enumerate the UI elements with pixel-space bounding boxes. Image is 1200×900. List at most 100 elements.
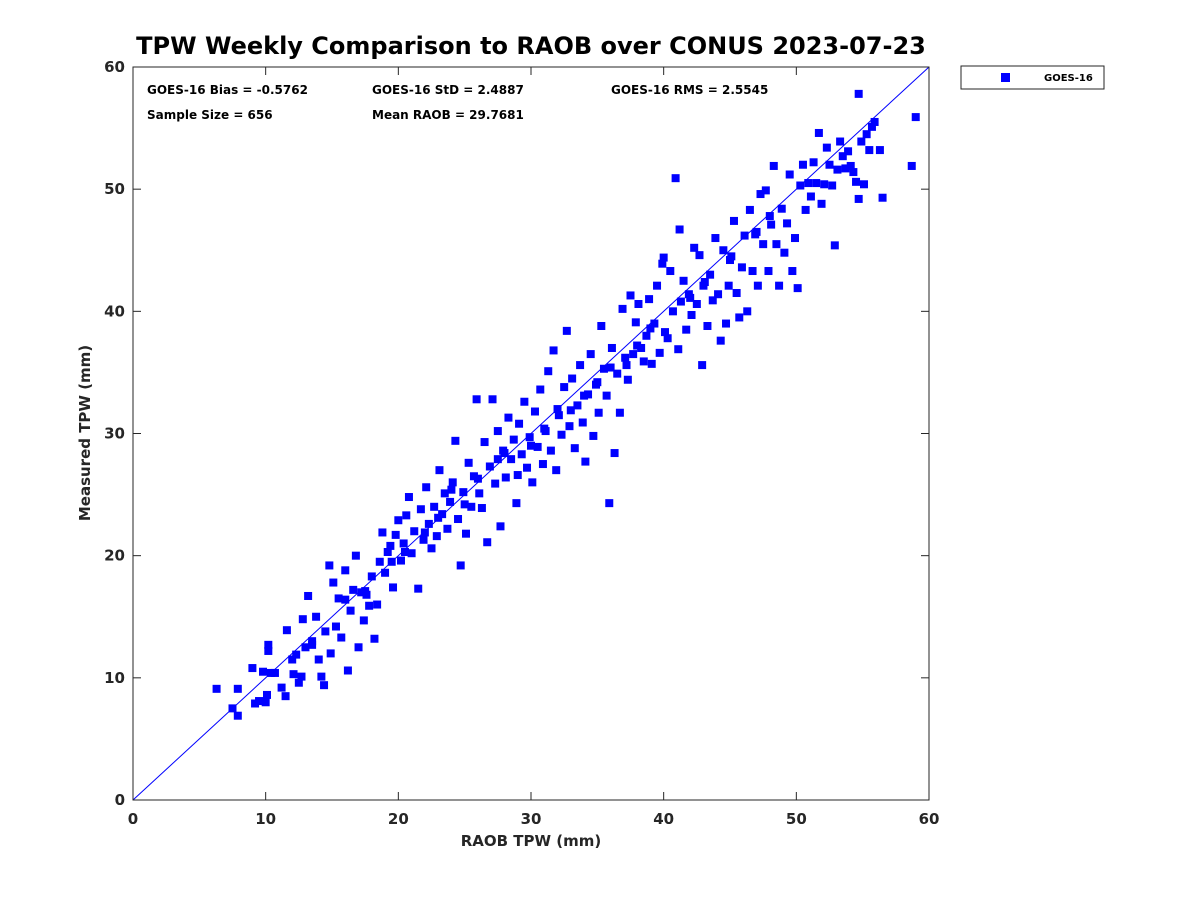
data-point-221 <box>833 165 842 174</box>
data-point-208 <box>798 160 807 169</box>
data-point-92 <box>491 479 500 488</box>
data-point-113 <box>546 446 555 455</box>
data-point-117 <box>557 430 566 439</box>
data-point-54 <box>389 583 398 592</box>
data-point-137 <box>610 449 619 458</box>
data-point-31 <box>326 649 335 658</box>
data-point-124 <box>576 361 585 370</box>
data-point-205 <box>791 234 800 243</box>
data-point-11 <box>264 640 273 649</box>
data-point-216 <box>820 180 829 189</box>
data-point-122 <box>570 444 579 453</box>
data-point-38 <box>346 606 355 615</box>
data-point-112 <box>544 367 553 376</box>
data-point-103 <box>520 397 529 406</box>
y-tick-label: 20 <box>104 547 125 565</box>
data-point-245 <box>447 485 456 494</box>
data-point-256 <box>752 227 761 236</box>
data-point-100 <box>512 499 521 508</box>
data-point-210 <box>804 179 813 188</box>
data-point-63 <box>414 584 423 593</box>
data-point-257 <box>493 455 502 464</box>
data-point-4 <box>248 664 257 673</box>
data-point-214 <box>814 128 823 137</box>
y-tick-label: 50 <box>104 180 125 198</box>
data-point-33 <box>331 622 340 631</box>
data-point-68 <box>427 544 436 553</box>
data-point-29 <box>321 627 330 636</box>
data-point-108 <box>533 442 542 451</box>
x-tick-label: 50 <box>786 810 807 828</box>
legend-marker-square-icon <box>1001 73 1010 82</box>
legend-box <box>960 65 1105 90</box>
data-point-102 <box>517 450 526 459</box>
data-point-154 <box>655 348 664 357</box>
data-point-74 <box>443 524 452 533</box>
data-point-228 <box>852 177 861 186</box>
data-point-222 <box>836 137 845 146</box>
data-point-163 <box>679 276 688 285</box>
data-point-148 <box>639 357 648 366</box>
data-point-193 <box>759 240 768 249</box>
data-point-189 <box>748 267 757 276</box>
data-point-231 <box>859 180 868 189</box>
data-point-185 <box>737 263 746 272</box>
data-point-56 <box>394 516 403 525</box>
data-point-232 <box>862 130 871 139</box>
data-point-182 <box>729 216 738 225</box>
data-point-227 <box>849 168 858 177</box>
data-point-192 <box>756 190 765 199</box>
data-point-160 <box>671 174 680 183</box>
data-point-200 <box>777 204 786 213</box>
data-point-66 <box>422 483 431 492</box>
data-point-223 <box>838 152 847 161</box>
data-point-78 <box>454 515 463 524</box>
data-point-184 <box>735 313 744 322</box>
data-point-119 <box>562 326 571 335</box>
data-point-48 <box>373 600 382 609</box>
data-point-172 <box>703 321 712 330</box>
data-point-167 <box>690 243 699 252</box>
data-point-247 <box>341 595 350 604</box>
data-point-170 <box>698 361 707 370</box>
data-point-101 <box>515 419 524 428</box>
data-point-61 <box>407 549 416 558</box>
data-point-104 <box>523 463 532 472</box>
data-point-110 <box>538 460 547 469</box>
data-point-240 <box>854 194 863 203</box>
data-point-159 <box>668 307 677 316</box>
data-point-118 <box>560 383 569 392</box>
data-point-254 <box>633 341 642 350</box>
data-point-266 <box>580 391 589 400</box>
data-point-136 <box>607 343 616 352</box>
data-point-35 <box>337 633 346 642</box>
data-point-219 <box>828 181 837 190</box>
legend-label: GOES-16 <box>1044 73 1093 84</box>
data-point-62 <box>410 527 419 536</box>
data-point-50 <box>378 528 387 537</box>
data-point-209 <box>801 205 810 214</box>
data-point-77 <box>451 436 460 445</box>
data-point-132 <box>597 321 606 330</box>
data-point-123 <box>573 401 582 410</box>
data-point-125 <box>578 418 587 427</box>
data-point-203 <box>785 170 794 179</box>
data-point-230 <box>857 137 866 146</box>
data-point-99 <box>509 435 518 444</box>
data-point-269 <box>686 293 695 302</box>
data-point-141 <box>621 353 630 362</box>
data-point-76 <box>448 478 457 487</box>
data-point-34 <box>334 594 343 603</box>
y-tick-label: 60 <box>104 58 125 76</box>
data-point-180 <box>724 281 733 290</box>
data-point-93 <box>493 427 502 436</box>
data-point-229 <box>854 89 863 98</box>
data-point-107 <box>530 407 539 416</box>
data-point-226 <box>846 161 855 170</box>
data-point-65 <box>419 535 428 544</box>
data-point-3 <box>233 684 242 693</box>
legend: GOES-16 <box>960 65 1105 90</box>
data-point-142 <box>623 375 632 384</box>
data-point-168 <box>692 300 701 309</box>
